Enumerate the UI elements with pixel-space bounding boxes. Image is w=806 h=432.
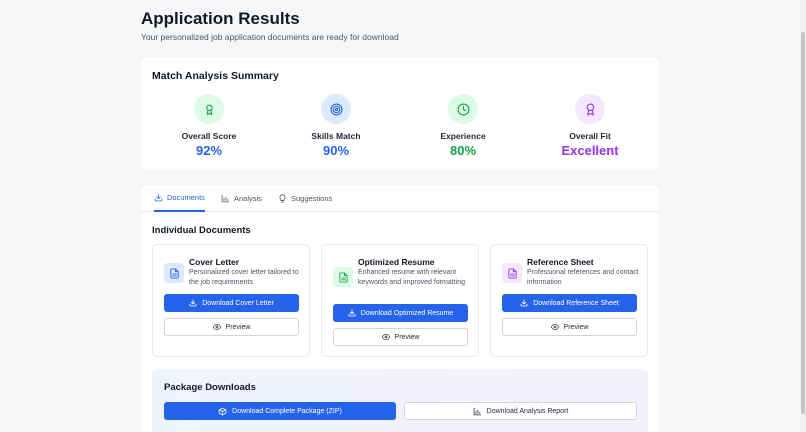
package-title: Package Downloads (164, 382, 256, 393)
results-tabs-card: Documents Analysis Suggestions Individua… (141, 185, 659, 432)
metric-label: Overall Fit (569, 131, 611, 141)
preview-cover-letter-button[interactable]: Preview (164, 318, 299, 336)
tab-documents[interactable]: Documents (154, 185, 205, 212)
eye-icon (550, 324, 559, 330)
ribbon-icon (575, 94, 605, 124)
document-card-reference-sheet: Reference Sheet Professional references … (490, 244, 648, 357)
download-icon (154, 193, 163, 202)
metric-skills-match: Skills Match 90% (276, 94, 396, 158)
file-text-icon (502, 263, 522, 283)
award-icon (194, 94, 224, 124)
preview-reference-sheet-button[interactable]: Preview (502, 318, 637, 336)
package-downloads-panel: Package Downloads Download Complete Pack… (152, 369, 648, 432)
document-title: Optimized Resume (358, 257, 435, 267)
tab-bar: Documents Analysis Suggestions (141, 185, 659, 212)
metric-value: 92% (195, 143, 223, 158)
document-description: Personalized cover letter tailored to th… (189, 269, 299, 286)
section-title: Individual Documents (152, 225, 251, 236)
tab-analysis[interactable]: Analysis (221, 185, 262, 212)
button-label: Download Complete Package (ZIP) (232, 407, 342, 415)
file-text-icon (333, 267, 353, 287)
button-label: Download Reference Sheet (533, 299, 619, 307)
download-optimized-resume-button[interactable]: Download Optimized Resume (333, 304, 468, 322)
metric-value: 80% (449, 143, 477, 158)
metric-overall-fit: Overall Fit Excellent (530, 94, 650, 158)
document-card-cover-letter: Cover Letter Personalized cover letter t… (152, 244, 310, 357)
download-icon (189, 299, 197, 307)
summary-title: Match Analysis Summary (152, 70, 279, 82)
document-description: Enhanced resume with relevant keywords a… (358, 269, 465, 286)
target-icon (321, 94, 351, 124)
match-summary-card: Match Analysis Summary Overall Score 92%… (141, 57, 659, 170)
button-label: Preview (394, 333, 420, 341)
download-analysis-report-button[interactable]: Download Analysis Report (404, 402, 637, 420)
document-title: Cover Letter (189, 257, 240, 267)
metric-experience: Experience 80% (403, 94, 523, 158)
metric-label: Skills Match (311, 131, 361, 141)
download-zip-button[interactable]: Download Complete Package (ZIP) (164, 402, 396, 420)
button-label: Preview (225, 323, 251, 331)
button-label: Download Analysis Report (486, 407, 569, 415)
bar-chart-icon (473, 407, 481, 415)
button-label: Download Optimized Resume (360, 309, 454, 317)
eye-icon (212, 324, 221, 330)
tab-suggestions[interactable]: Suggestions (278, 185, 332, 212)
page-scrollbar[interactable] (800, 0, 806, 432)
tab-label: Suggestions (291, 194, 333, 203)
preview-optimized-resume-button[interactable]: Preview (333, 328, 468, 346)
document-description: Professional references and contact info… (527, 269, 639, 286)
bar-chart-icon (221, 194, 230, 203)
page-title: Application Results (141, 9, 300, 28)
download-cover-letter-button[interactable]: Download Cover Letter (164, 294, 299, 312)
download-icon (348, 309, 356, 317)
download-reference-sheet-button[interactable]: Download Reference Sheet (502, 294, 637, 312)
eye-icon (381, 334, 390, 340)
clock-icon (448, 94, 478, 124)
tab-label: Documents (167, 193, 205, 202)
page-subtitle: Your personalized job application docume… (141, 32, 399, 42)
metric-label: Experience (440, 131, 486, 141)
metric-label: Overall Score (181, 131, 237, 141)
lightbulb-icon (279, 194, 286, 203)
button-label: Preview (563, 323, 589, 331)
metric-overall-score: Overall Score 92% (149, 94, 269, 158)
document-title: Reference Sheet (527, 257, 594, 267)
file-text-icon (164, 263, 184, 283)
metric-value: 90% (322, 143, 350, 158)
scrollbar-thumb[interactable] (801, 32, 805, 414)
download-icon (520, 299, 528, 307)
metric-value: Excellent (561, 143, 619, 158)
tab-label: Analysis (234, 194, 262, 203)
package-icon (218, 407, 227, 416)
button-label: Download Cover Letter (202, 299, 274, 307)
document-card-optimized-resume: Optimized Resume Enhanced resume with re… (321, 244, 479, 357)
